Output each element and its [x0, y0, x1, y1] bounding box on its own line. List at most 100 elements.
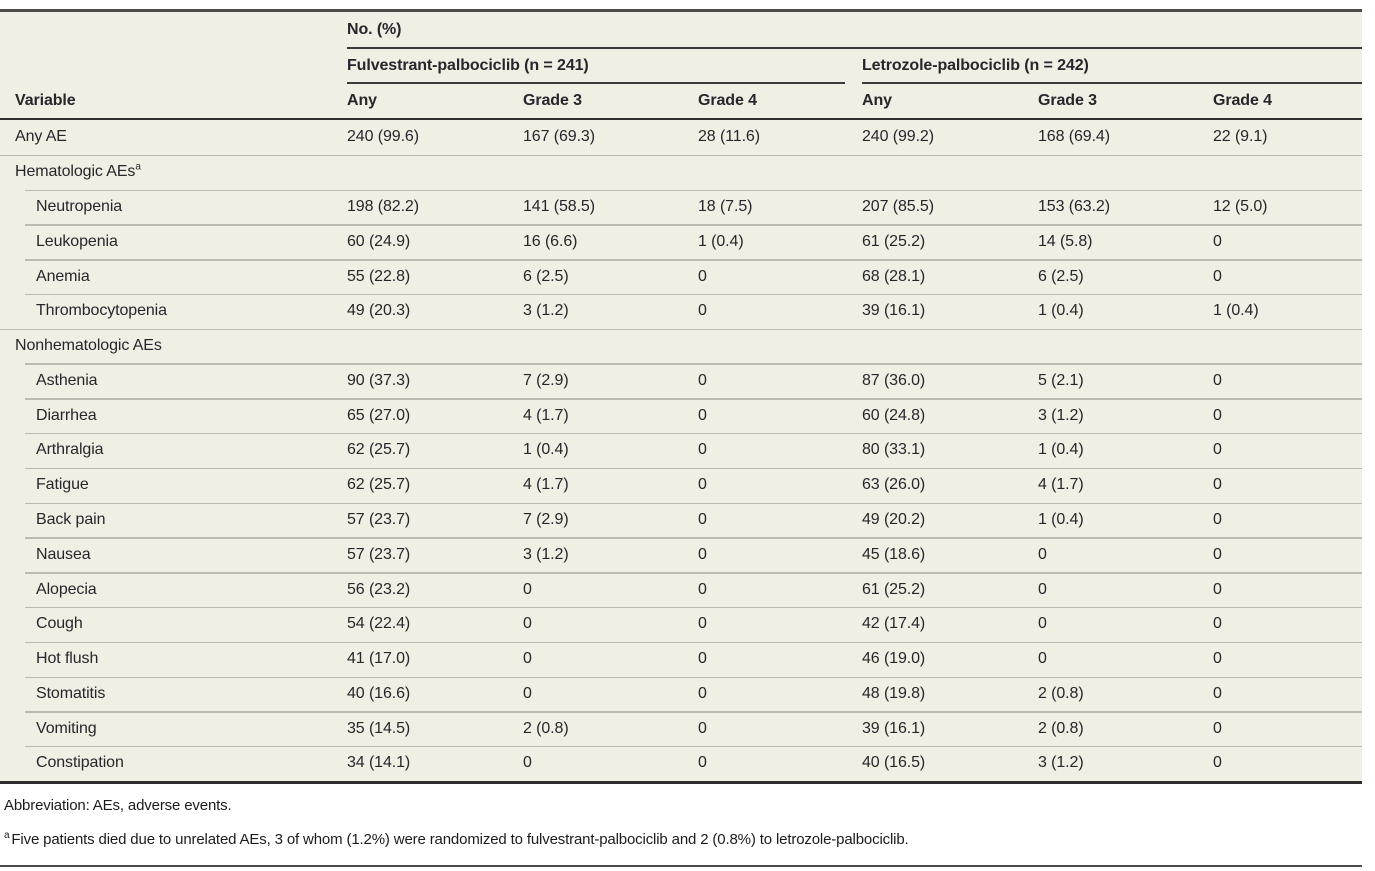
value-cell: 42 (17.4) [862, 615, 926, 633]
value-cell: 54 (22.4) [347, 615, 411, 633]
value-cell: 40 (16.5) [862, 754, 926, 772]
value-cell: 2 (0.8) [1038, 719, 1084, 737]
value-cell: 0 [523, 684, 532, 702]
table-row: Thrombocytopenia 49 (20.3) 3 (1.2) 0 39 (16.… [0, 293, 1362, 329]
value-cell: 39 (16.1) [862, 719, 926, 737]
value-cell: 240 (99.6) [347, 128, 419, 146]
value-cell: 55 (22.8) [347, 267, 411, 285]
value-cell: 57 (23.7) [347, 545, 411, 563]
value-cell: 35 (14.5) [347, 719, 411, 737]
value-cell: 0 [1213, 650, 1222, 668]
value-cell: 5 (2.1) [1038, 371, 1084, 389]
value-cell: 0 [1213, 719, 1222, 737]
table-row: Stomatitis 40 (16.6) 0 0 48 (19.8) 2 (0.8) 0 [0, 676, 1362, 712]
value-cell: 0 [1213, 371, 1222, 389]
row-label: Neutropenia [36, 197, 123, 215]
units-header-row: No. (%) [0, 12, 1362, 49]
row-label: Hot flush [36, 650, 99, 668]
value-cell: 0 [523, 650, 532, 668]
value-cell: 14 (5.8) [1038, 232, 1093, 250]
value-cell: 0 [698, 441, 707, 459]
column-header-grade3-2: Grade 3 [1038, 92, 1097, 109]
value-cell: 0 [698, 684, 707, 702]
value-cell: 0 [698, 615, 707, 633]
value-cell: 4 (1.7) [523, 476, 569, 494]
value-cell: 1 (0.4) [1038, 302, 1084, 320]
value-cell: 0 [1213, 615, 1222, 633]
value-cell: 6 (2.5) [1038, 267, 1084, 285]
value-cell: 0 [698, 545, 707, 563]
row-label: Diarrhea [36, 406, 97, 424]
value-cell: 0 [698, 719, 707, 737]
value-cell: 240 (99.2) [862, 128, 934, 146]
value-cell: 45 (18.6) [862, 545, 926, 563]
value-cell: 0 [698, 476, 707, 494]
row-label: Arthralgia [36, 441, 104, 459]
section-row: Nonhematologic AEs [0, 328, 1362, 364]
table-header: No. (%) Fulvestrant-palbociclib (n = 241… [0, 12, 1362, 120]
value-cell: 0 [1213, 754, 1222, 772]
value-cell: 0 [523, 615, 532, 633]
row-label: Vomiting [36, 719, 97, 737]
value-cell: 0 [1213, 580, 1222, 598]
value-cell: 62 (25.7) [347, 476, 411, 494]
value-cell: 207 (85.5) [862, 197, 934, 215]
value-cell: 2 (0.8) [1038, 684, 1084, 702]
value-cell: 0 [698, 580, 707, 598]
value-cell: 0 [1213, 684, 1222, 702]
value-cell: 0 [698, 267, 707, 285]
value-cell: 48 (19.8) [862, 684, 926, 702]
value-cell: 49 (20.3) [347, 302, 411, 320]
group-header-fulvestrant: Fulvestrant-palbociclib (n = 241) [347, 49, 845, 84]
value-cell: 46 (19.0) [862, 650, 926, 668]
value-cell: 28 (11.6) [698, 128, 760, 146]
value-cell: 1 (0.4) [1038, 441, 1084, 459]
row-label: Stomatitis [36, 684, 106, 702]
value-cell: 68 (28.1) [862, 267, 926, 285]
value-cell: 80 (33.1) [862, 441, 926, 459]
value-cell: 167 (69.3) [523, 128, 595, 146]
value-cell: 61 (25.2) [862, 232, 926, 250]
table-row: Hot flush 41 (17.0) 0 0 46 (19.0) 0 0 [0, 641, 1362, 677]
table-row: Vomiting 35 (14.5) 2 (0.8) 0 39 (16.1) 2 (0.8… [0, 711, 1362, 746]
value-cell: 4 (1.7) [523, 406, 569, 424]
value-cell: 7 (2.9) [523, 510, 569, 528]
value-cell: 0 [1038, 545, 1047, 563]
value-cell: 0 [698, 302, 707, 320]
table-bottom-rule [0, 780, 1362, 784]
value-cell: 153 (63.2) [1038, 197, 1110, 215]
value-cell: 0 [1038, 615, 1047, 633]
column-header-any-1: Any [347, 92, 377, 109]
value-cell: 1 (0.4) [698, 232, 744, 250]
column-header-variable: Variable [15, 92, 76, 109]
value-cell: 0 [698, 406, 707, 424]
table-body: Any AE 240 (99.6) 167 (69.3) 28 (11.6) 240 (… [0, 120, 1362, 781]
value-cell: 16 (6.6) [523, 232, 578, 250]
value-cell: 22 (9.1) [1213, 128, 1268, 146]
value-cell: 49 (20.2) [862, 510, 926, 528]
value-cell: 1 (0.4) [523, 441, 569, 459]
column-header-any-2: Any [862, 92, 892, 109]
column-header-grade3-1: Grade 3 [523, 92, 582, 109]
table-row: Back pain 57 (23.7) 7 (2.9) 0 49 (20.2) 1 (0.… [0, 502, 1362, 538]
value-cell: 0 [1213, 441, 1222, 459]
value-cell: 0 [1213, 510, 1222, 528]
table-top-rule [0, 9, 1362, 12]
value-cell: 1 (0.4) [1213, 302, 1259, 320]
column-header-grade4-1: Grade 4 [698, 92, 757, 109]
value-cell: 60 (24.9) [347, 232, 411, 250]
table-row: Leukopenia 60 (24.9) 16 (6.6) 1 (0.4) 61 (25… [0, 224, 1362, 259]
table-row: Cough 54 (22.4) 0 0 42 (17.4) 0 0 [0, 606, 1362, 642]
group-header-row: Fulvestrant-palbociclib (n = 241) Letroz… [0, 49, 1362, 84]
column-header-grade4-2: Grade 4 [1213, 92, 1272, 109]
value-cell: 3 (1.2) [1038, 406, 1084, 424]
row-label: Nausea [36, 545, 91, 563]
table-row: Any AE 240 (99.6) 167 (69.3) 28 (11.6) 240 (… [0, 120, 1362, 155]
page-bottom-rule [0, 864, 1362, 868]
row-label: Anemia [36, 267, 90, 285]
value-cell: 60 (24.8) [862, 406, 926, 424]
value-cell: 3 (1.2) [1038, 754, 1084, 772]
value-cell: 1 (0.4) [1038, 510, 1084, 528]
row-label: Hematologic AEsa [15, 161, 141, 181]
